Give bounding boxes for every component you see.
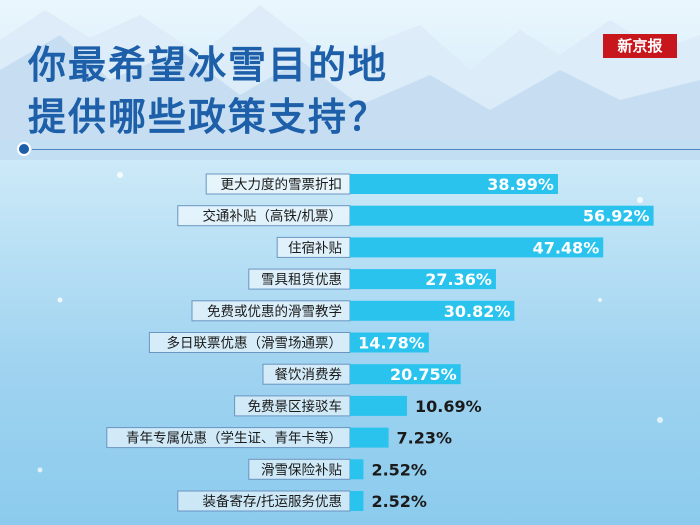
page-title-line-2: 提供哪些政策支持？ (28, 95, 389, 139)
category-label: 更大力度的雪票折扣 (221, 177, 343, 193)
category-label: 免费景区接驳车 (248, 398, 343, 415)
bar-value-label: 47.48% (533, 238, 600, 257)
bar (350, 332, 429, 353)
bar-value-label: 14.78% (358, 334, 425, 353)
bar-value-label: 10.69% (415, 397, 482, 416)
bar (350, 174, 558, 194)
divider-dot-icon (17, 142, 31, 156)
divider-line (32, 149, 700, 150)
bar (350, 364, 461, 385)
category-label: 交通补贴（高铁/机票） (202, 208, 342, 225)
bar (350, 395, 408, 416)
category-label: 免费或优惠的滑雪教学 (207, 304, 342, 320)
bar-value-label: 2.52% (371, 492, 427, 511)
category-label: 青年专属优惠（学生证、青年卡等） (126, 430, 342, 447)
bar-value-label: 7.23% (397, 429, 453, 448)
page-title-line-1: 你最希望冰雪目的地 (28, 43, 389, 87)
bar-value-label: 27.36% (425, 270, 492, 289)
category-label: 雪具租赁优惠 (261, 272, 342, 288)
bar (350, 300, 515, 321)
category-label: 住宿补贴 (288, 239, 342, 256)
category-label: 装备寄存/托运服务优惠 (202, 493, 342, 510)
brand-logo: 新京报 (603, 34, 677, 58)
bar (350, 205, 654, 226)
bar (350, 269, 496, 290)
bar-value-label: 20.75% (390, 365, 457, 384)
bar-value-label: 2.52% (371, 460, 427, 479)
bar (350, 427, 389, 448)
bar (350, 459, 364, 480)
category-label: 餐饮消费券 (275, 367, 343, 383)
bar (350, 491, 364, 511)
category-label: 多日联票优惠（滑雪场通票） (167, 335, 343, 352)
bar (350, 237, 604, 258)
bar-value-label: 56.92% (583, 207, 650, 226)
category-label: 滑雪保险补贴 (261, 462, 342, 478)
bar-value-label: 30.82% (444, 302, 511, 321)
bar-value-label: 38.99% (487, 175, 554, 194)
